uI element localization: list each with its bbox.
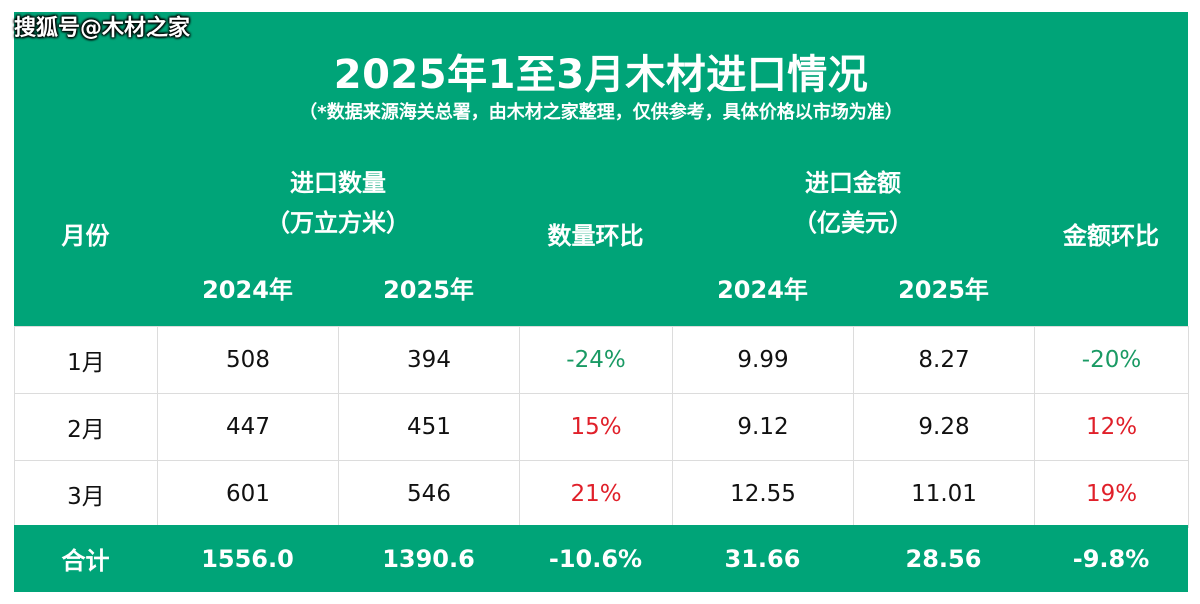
- watermark: 搜狐号@木材之家: [14, 16, 191, 41]
- header-amt-2024: 2024年: [717, 276, 808, 304]
- cell-qty-2024: 508: [157, 326, 339, 394]
- total-amt-mom: -9.8%: [1072, 544, 1150, 573]
- table-row: 2月 447 451 15% 9.12 9.28 12%: [14, 393, 1189, 461]
- header-amt-unit: （亿美元）: [793, 209, 913, 237]
- cell-qty-mom: 15%: [519, 393, 673, 461]
- page-title: 2025年1至3月木材进口情况: [333, 52, 869, 98]
- table-row: 3月 601 546 21% 12.55 11.01 19%: [14, 460, 1189, 528]
- cell-month: 3月: [14, 460, 158, 528]
- cell-qty-2024: 601: [157, 460, 339, 528]
- header-amt-2025: 2025年: [898, 276, 989, 304]
- header-qty-mom: 数量环比: [547, 222, 644, 250]
- total-amt-2024: 31.66: [724, 544, 801, 573]
- cell-amt-2025: 8.27: [853, 326, 1035, 394]
- total-amt-2025: 28.56: [905, 544, 982, 573]
- cell-qty-2025: 394: [338, 326, 520, 394]
- cell-amt-2024: 9.12: [672, 393, 854, 461]
- cell-corner-marker: [533, 525, 541, 533]
- cell-month: 2月: [14, 393, 158, 461]
- cell-amt-2025: 11.01: [853, 460, 1035, 528]
- cell-qty-2025: 451: [338, 393, 520, 461]
- table-header: 2025年1至3月木材进口情况 （*数据来源海关总署，由木材之家整理，仅供参考，…: [14, 12, 1188, 326]
- cell-amt-mom: -20%: [1034, 326, 1189, 394]
- total-qty-2024: 1556.0: [201, 544, 294, 573]
- table-row: 1月 508 394 -24% 9.99 8.27 -20%: [14, 326, 1189, 394]
- total-label: 合计: [61, 547, 110, 575]
- header-qty-title: 进口数量: [290, 169, 386, 197]
- cell-amt-2024: 12.55: [672, 460, 854, 528]
- header-qty-2024: 2024年: [202, 276, 293, 304]
- cell-month: 1月: [14, 326, 158, 394]
- cell-amt-2025: 9.28: [853, 393, 1035, 461]
- page-subtitle: （*数据来源海关总署，由木材之家整理，仅供参考，具体价格以市场为准）: [299, 102, 903, 123]
- header-qty-2025: 2025年: [383, 276, 474, 304]
- header-month: 月份: [61, 222, 110, 250]
- import-table-card: 2025年1至3月木材进口情况 （*数据来源海关总署，由木材之家整理，仅供参考，…: [14, 12, 1189, 592]
- cell-amt-2024: 9.99: [672, 326, 854, 394]
- cell-amt-mom: 19%: [1034, 460, 1189, 528]
- cell-qty-2024: 447: [157, 393, 339, 461]
- header-amt-mom: 金额环比: [1063, 222, 1159, 250]
- cell-qty-2025: 546: [338, 460, 520, 528]
- cell-qty-mom: 21%: [519, 460, 673, 528]
- header-qty-unit: （万立方米）: [266, 209, 410, 237]
- data-table: 1月 508 394 -24% 9.99 8.27 -20% 2月 447 45…: [14, 326, 1189, 528]
- total-row: 合计 1556.0 1390.6 -10.6% 31.66 28.56 -9.8…: [14, 525, 1188, 592]
- total-qty-2025: 1390.6: [382, 544, 475, 573]
- header-amt-title: 进口金额: [805, 169, 901, 197]
- total-qty-mom: -10.6%: [548, 544, 643, 573]
- cell-amt-mom: 12%: [1034, 393, 1189, 461]
- cell-qty-mom: -24%: [519, 326, 673, 394]
